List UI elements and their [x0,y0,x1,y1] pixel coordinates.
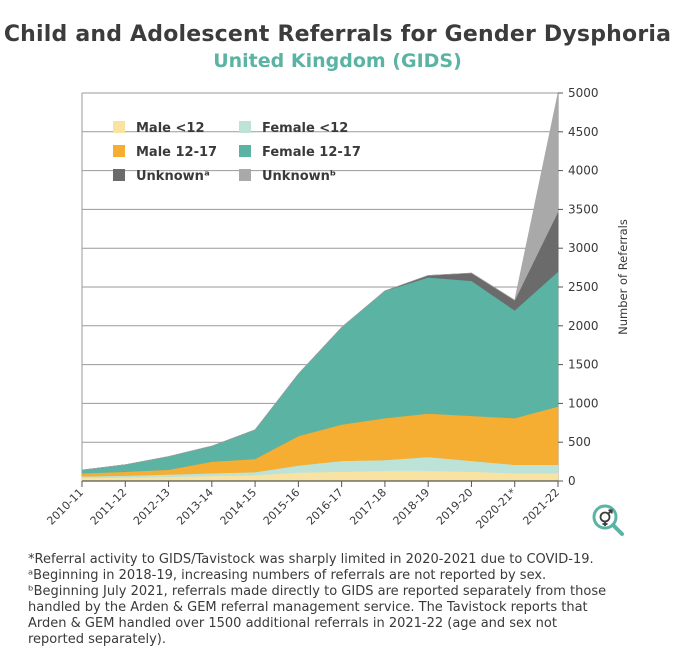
y-tick-label: 4000 [568,164,599,178]
area-chart: 2010-11 2011-12 2012-13 2013-14 2014-15 2015-… [44,86,630,532]
footnote-unknown-b-line-1: ᵇBeginning July 2021, referrals made dir… [28,584,607,599]
y-tick-label: 1000 [568,396,599,410]
legend-swatch-unknown [113,169,125,181]
x-tick-label: 2010-11 [44,486,86,528]
x-tick-label: 2020-21* [473,486,519,532]
legend-label-female-12: Female <12 [262,121,348,136]
series-area-unknown [81,92,559,471]
legend-label-unknown: Unknownᵃ [136,169,210,184]
x-tick-label: 2014-15 [218,486,260,528]
footnote-unknown-b-line-4: reported separately). [28,632,166,647]
x-tick-label: 2018-19 [391,486,433,528]
gender-magnifier-icon [592,504,624,536]
legend-swatch-female-12 [239,121,251,133]
footnote-covid: *Referral activity to GIDS/Tavistock was… [28,552,594,567]
y-tick-label: 0 [568,474,576,488]
legend-swatch-male-12-17 [113,145,125,157]
y-tick-label: 2500 [568,280,599,294]
y-tick-label: 2000 [568,319,599,333]
x-tick-label: 2019-20 [434,486,476,528]
footnote-unknown-b-line-3: Arden & GEM handled over 1500 additional… [28,616,557,631]
x-tick-label: 2012-13 [131,486,173,528]
y-tick-label: 500 [568,435,591,449]
x-tick-label: 2015-16 [261,486,303,528]
y-tick-label: 5000 [568,86,599,100]
legend-swatch-female-12-17 [239,145,251,157]
x-tick-label: 2017-18 [347,486,389,528]
footnote-unknown-b-line-2: handled by the Arden & GEM referral mana… [28,600,588,615]
x-tick-label: 2013-14 [174,486,216,528]
legend-label-female-12-17: Female 12-17 [262,145,361,160]
legend-swatch-male-12 [113,121,125,133]
legend-swatch-unknown [239,169,251,181]
y-tick-label: 1500 [568,358,599,372]
legend-label-unknown: Unknownᵇ [262,169,336,184]
y-axis-label: Number of Referrals [616,219,630,335]
footnotes: *Referral activity to GIDS/Tavistock was… [28,552,668,648]
chart-title: Child and Adolescent Referrals for Gende… [3,22,672,47]
y-tick-label: 3000 [568,241,599,255]
x-tick-label: 2016-17 [304,486,346,528]
legend-label-male-12-17: Male 12-17 [136,145,217,160]
x-tick-label: 2011-12 [88,486,130,528]
y-tick-label: 4500 [568,125,599,139]
chart-subtitle: United Kingdom (GIDS) [213,50,462,72]
footnote-unknown-a: ᵃBeginning in 2018-19, increasing number… [28,568,547,583]
y-tick-label: 3500 [568,202,599,216]
x-tick-label: 2021-22 [520,486,562,528]
legend-label-male-12: Male <12 [136,121,205,136]
